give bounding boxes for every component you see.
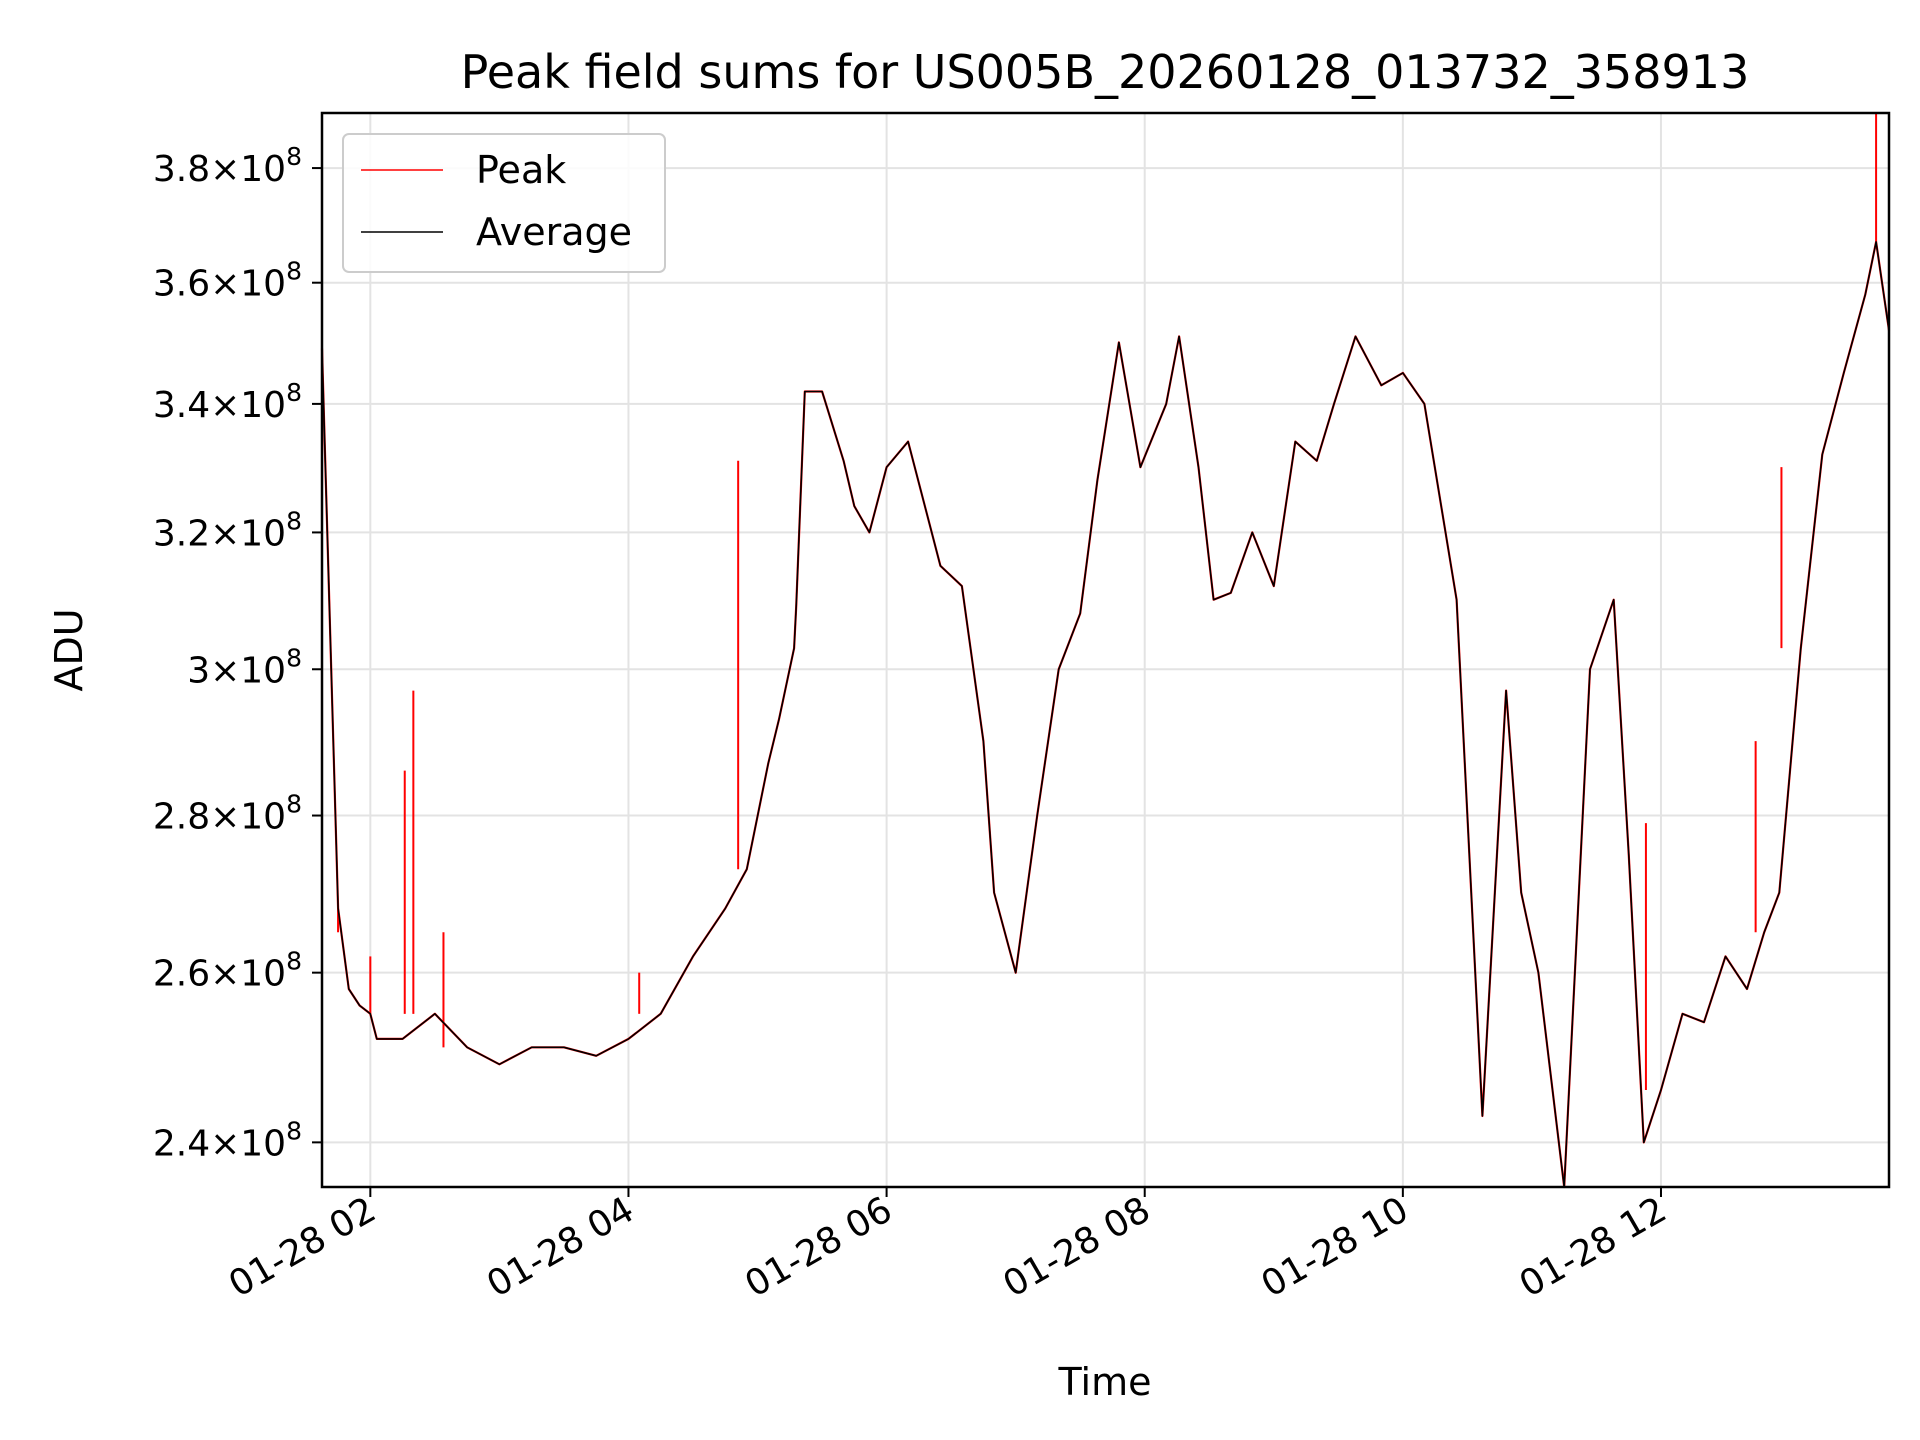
legend-label-peak: Peak: [476, 148, 566, 192]
y-tick-label: 2.4×108: [153, 1116, 302, 1164]
y-tick-label: 3.2×108: [153, 506, 302, 554]
grid: [322, 113, 1889, 1187]
y-tick-label: 2.8×108: [153, 790, 302, 838]
series-layer: [320, 113, 1891, 1189]
plot-frame: [320, 111, 1891, 1189]
legend-box: [342, 133, 666, 273]
y-axis-label: ADU: [47, 608, 91, 691]
legend: Peak Average: [342, 133, 666, 273]
chart-title: Peak field sums for US005B_20260128_0137…: [461, 45, 1750, 99]
y-tick-label: 3.8×108: [153, 142, 302, 190]
series-line-average: [321, 241, 1890, 1188]
y-tick-label: 3.6×108: [153, 257, 302, 305]
y-tick-label: 3.4×108: [153, 378, 302, 426]
x-axis-label: Time: [1058, 1360, 1152, 1404]
y-tick-label: 2.6×108: [153, 947, 302, 995]
y-tick-label: 3×108: [187, 643, 302, 691]
legend-label-average: Average: [476, 210, 632, 254]
